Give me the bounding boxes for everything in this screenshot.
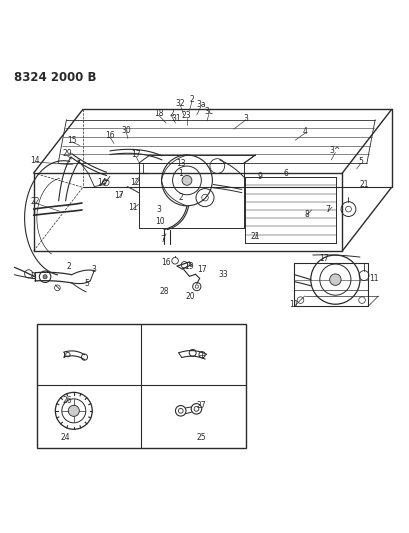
Circle shape [329, 274, 340, 285]
Text: 18: 18 [154, 109, 164, 118]
Circle shape [182, 175, 191, 185]
Text: 2: 2 [66, 262, 71, 271]
Text: 30: 30 [121, 126, 131, 135]
Text: 11: 11 [289, 300, 299, 309]
Text: 5: 5 [357, 157, 362, 166]
Text: 17: 17 [196, 265, 206, 274]
Text: 2: 2 [189, 95, 194, 104]
Text: 11: 11 [368, 274, 378, 284]
Text: 29: 29 [62, 149, 72, 158]
Text: 9: 9 [257, 172, 262, 181]
Text: 21: 21 [249, 232, 259, 241]
Text: 25: 25 [196, 433, 205, 442]
Text: 3: 3 [243, 114, 248, 123]
Text: 20: 20 [185, 292, 195, 301]
Text: 26: 26 [63, 397, 72, 406]
Text: 13: 13 [176, 159, 186, 168]
Text: 7: 7 [325, 205, 330, 214]
Text: 24: 24 [61, 433, 70, 442]
Text: 2: 2 [178, 193, 183, 202]
Text: 33: 33 [218, 270, 228, 279]
Text: 2: 2 [30, 272, 35, 281]
Text: 1: 1 [178, 168, 182, 177]
Text: 3^: 3^ [329, 147, 340, 156]
Text: 3c: 3c [204, 107, 213, 116]
Text: 17: 17 [114, 191, 124, 200]
Text: 2: 2 [169, 109, 173, 118]
Circle shape [43, 274, 47, 279]
Text: 14: 14 [97, 177, 106, 187]
Text: 16: 16 [161, 258, 171, 267]
Text: 5: 5 [84, 279, 89, 288]
Text: 17: 17 [318, 254, 328, 263]
Text: 3: 3 [156, 205, 161, 214]
Text: 8: 8 [303, 209, 308, 219]
Text: 6: 6 [283, 169, 288, 179]
Text: 27: 27 [196, 401, 205, 409]
Text: 17: 17 [131, 150, 141, 159]
Text: 31: 31 [171, 114, 181, 123]
Text: 10: 10 [155, 217, 164, 226]
Bar [37, 324, 245, 448]
Text: 4: 4 [302, 127, 307, 136]
Text: 3: 3 [91, 265, 96, 274]
Text: 8324 2000 B: 8324 2000 B [14, 70, 97, 84]
Text: 19: 19 [183, 262, 193, 271]
Text: 14: 14 [30, 156, 40, 165]
Text: 11: 11 [128, 203, 138, 212]
Text: 23: 23 [181, 111, 191, 120]
Text: 22: 22 [30, 197, 40, 206]
Text: 28: 28 [159, 287, 169, 296]
Text: 3a: 3a [196, 100, 205, 109]
Text: 12: 12 [129, 177, 139, 187]
Text: 7: 7 [160, 236, 165, 244]
Text: 32: 32 [175, 99, 185, 108]
Text: 15: 15 [67, 136, 76, 145]
Text: 16: 16 [105, 131, 115, 140]
Text: 21: 21 [358, 180, 368, 189]
Circle shape [68, 405, 79, 416]
